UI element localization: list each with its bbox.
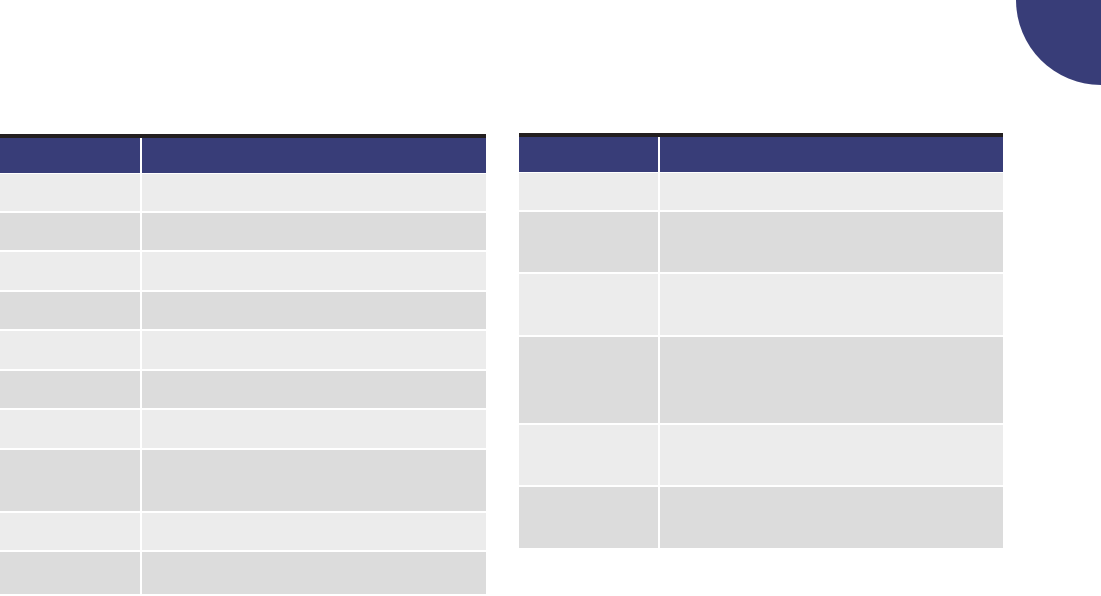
header-cell — [0, 138, 140, 173]
table-cell — [660, 212, 1003, 272]
table-cell — [519, 337, 658, 423]
table-row — [519, 337, 1003, 423]
table-cell — [0, 292, 140, 329]
table-cell — [0, 213, 140, 250]
table-cell — [519, 212, 658, 272]
table-cell — [142, 174, 486, 211]
table-row — [519, 212, 1003, 272]
table-row — [0, 292, 486, 329]
table-row — [519, 173, 1003, 210]
table-cell — [0, 252, 140, 290]
table-cell — [142, 513, 486, 550]
table-row — [0, 410, 486, 448]
table-cell — [519, 425, 658, 485]
table-cell — [0, 410, 140, 448]
table-cell — [660, 173, 1003, 210]
table-row — [0, 331, 486, 369]
table-cell — [142, 410, 486, 448]
table-cell — [660, 337, 1003, 423]
table-cell — [0, 552, 140, 594]
table-top-rule — [519, 133, 1003, 137]
table-row — [0, 450, 486, 511]
table-cell — [0, 331, 140, 369]
table-cell — [519, 173, 658, 210]
table-cell — [0, 513, 140, 550]
table-row — [519, 425, 1003, 485]
table-header-row — [0, 138, 486, 173]
table-cell — [0, 371, 140, 408]
table-cell — [0, 174, 140, 211]
right-table — [519, 133, 1003, 550]
corner-decoration — [1016, 0, 1101, 85]
left-table — [0, 134, 486, 596]
table-top-rule — [0, 134, 486, 138]
table-row — [519, 487, 1003, 548]
header-cell — [660, 137, 1003, 172]
table-row — [0, 552, 486, 594]
table-header-row — [519, 137, 1003, 172]
table-cell — [660, 487, 1003, 548]
table-cell — [142, 213, 486, 250]
table-cell — [660, 425, 1003, 485]
table-cell — [142, 292, 486, 329]
table-cell — [142, 331, 486, 369]
header-cell — [142, 138, 486, 173]
table-row — [0, 371, 486, 408]
table-row — [0, 252, 486, 290]
table-cell — [0, 450, 140, 511]
table-cell — [519, 487, 658, 548]
table-cell — [519, 274, 658, 335]
header-cell — [519, 137, 658, 172]
table-row — [0, 174, 486, 211]
table-cell — [142, 252, 486, 290]
table-cell — [142, 552, 486, 594]
table-cell — [660, 274, 1003, 335]
table-row — [0, 213, 486, 250]
table-row — [519, 274, 1003, 335]
table-row — [0, 513, 486, 550]
table-cell — [142, 371, 486, 408]
table-cell — [142, 450, 486, 511]
